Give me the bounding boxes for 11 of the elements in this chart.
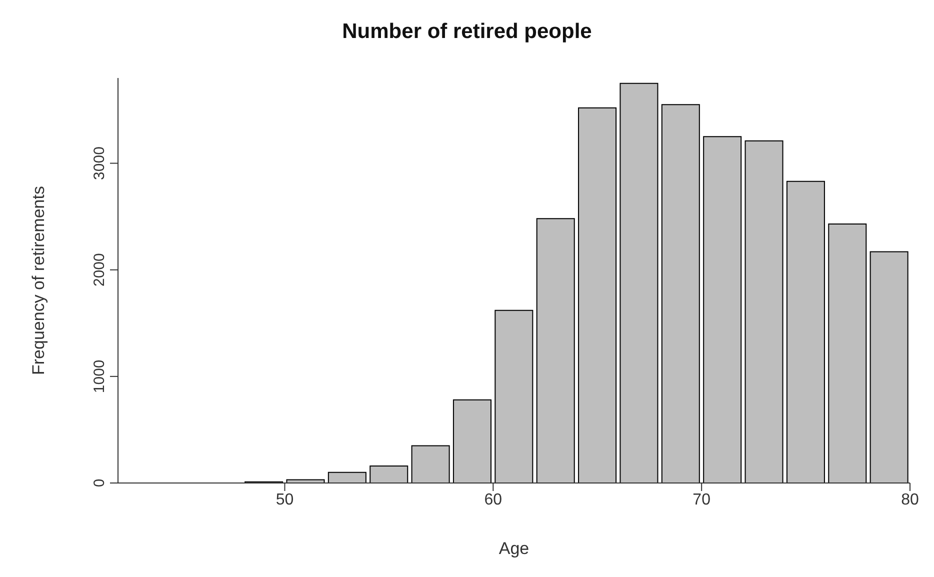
x-tick-label: 70 — [692, 491, 711, 508]
y-tick-label: 2000 — [91, 253, 108, 287]
y-tick-label: 3000 — [91, 146, 108, 180]
x-tick-label: 80 — [901, 491, 919, 508]
y-tick-label: 0 — [91, 478, 108, 488]
x-axis-title: Age — [498, 539, 530, 558]
x-tick-label: 60 — [484, 491, 502, 508]
y-tick-label: 1000 — [91, 360, 108, 394]
x-tick-label: 50 — [276, 491, 294, 508]
chart-title: Number of retired people — [341, 20, 593, 44]
y-axis-title: Frequency of retirements — [29, 186, 48, 375]
